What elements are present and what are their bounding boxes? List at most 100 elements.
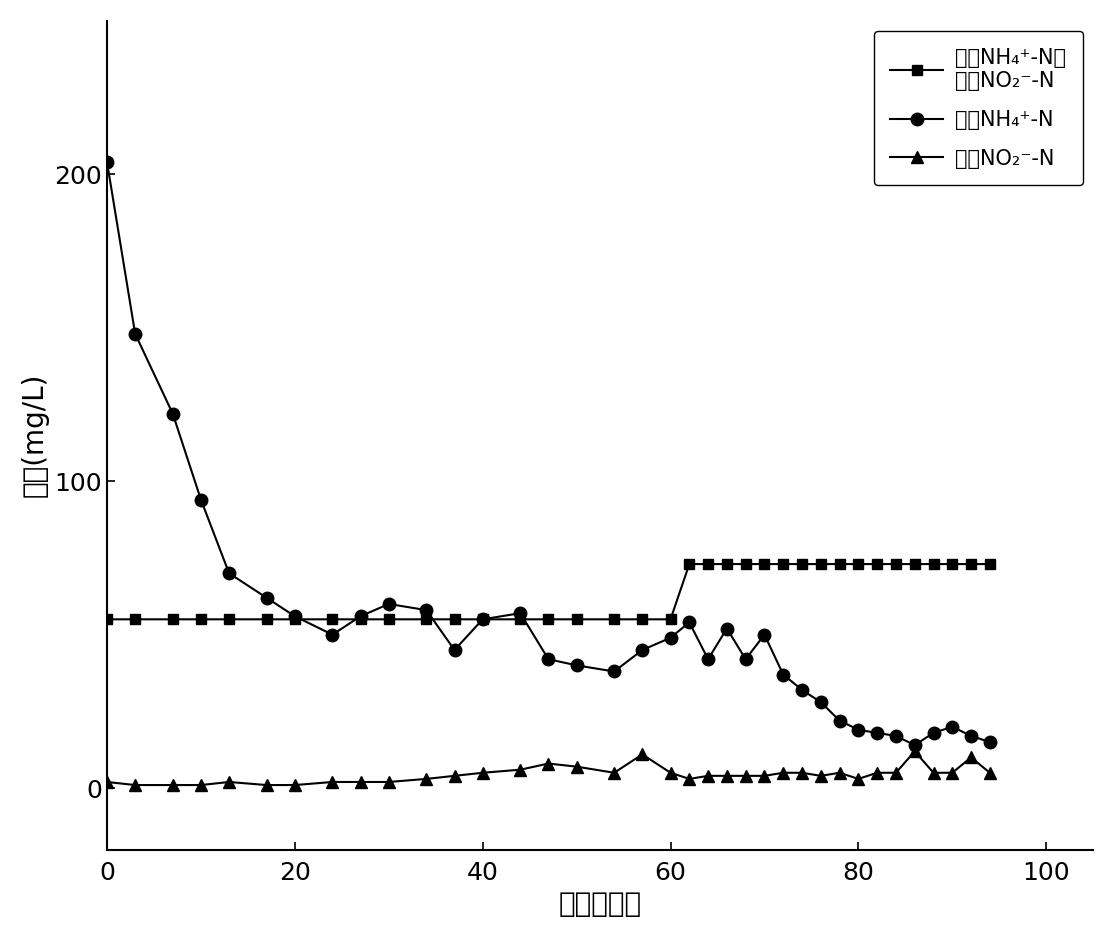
- 进水NH₄⁺-N；
进水NO₂⁻-N: [382, 614, 395, 625]
- 出水NO₂⁻-N: [965, 752, 978, 763]
- 出水NO₂⁻-N: [607, 767, 620, 778]
- 进水NH₄⁺-N；
进水NO₂⁻-N: [194, 614, 207, 625]
- 进水NH₄⁺-N；
进水NO₂⁻-N: [908, 559, 921, 570]
- 出水NO₂⁻-N: [128, 779, 141, 791]
- 进水NH₄⁺-N；
进水NO₂⁻-N: [541, 614, 555, 625]
- 出水NO₂⁻-N: [908, 746, 921, 757]
- 出水NO₂⁻-N: [260, 779, 273, 791]
- 出水NO₂⁻-N: [570, 761, 584, 772]
- 出水NO₂⁻-N: [870, 767, 883, 778]
- 出水NO₂⁻-N: [325, 777, 339, 788]
- 进水NH₄⁺-N；
进水NO₂⁻-N: [128, 614, 141, 625]
- Y-axis label: 浓度(mg/L): 浓度(mg/L): [21, 373, 49, 498]
- Line: 出水NO₂⁻-N: 出水NO₂⁻-N: [100, 745, 996, 792]
- 进水NH₄⁺-N；
进水NO₂⁻-N: [720, 559, 733, 570]
- 出水NO₂⁻-N: [382, 777, 395, 788]
- 进水NH₄⁺-N；
进水NO₂⁻-N: [664, 614, 677, 625]
- 进水NH₄⁺-N；
进水NO₂⁻-N: [758, 559, 771, 570]
- 出水NH₄⁺-N: [795, 685, 809, 696]
- 进水NH₄⁺-N；
进水NO₂⁻-N: [776, 559, 790, 570]
- 进水NH₄⁺-N；
进水NO₂⁻-N: [223, 614, 236, 625]
- 进水NH₄⁺-N；
进水NO₂⁻-N: [946, 559, 959, 570]
- 出水NH₄⁺-N: [636, 644, 649, 655]
- 出水NO₂⁻-N: [852, 774, 866, 785]
- 出水NO₂⁻-N: [889, 767, 902, 778]
- 出水NO₂⁻-N: [223, 777, 236, 788]
- 进水NH₄⁺-N；
进水NO₂⁻-N: [514, 614, 527, 625]
- 出水NO₂⁻-N: [776, 767, 790, 778]
- 出水NH₄⁺-N: [260, 593, 273, 604]
- 出水NH₄⁺-N: [223, 568, 236, 579]
- 出水NH₄⁺-N: [870, 727, 883, 738]
- 出水NH₄⁺-N: [514, 608, 527, 619]
- 进水NH₄⁺-N；
进水NO₂⁻-N: [476, 614, 489, 625]
- 出水NH₄⁺-N: [570, 660, 584, 671]
- 进水NH₄⁺-N；
进水NO₂⁻-N: [814, 559, 828, 570]
- 进水NH₄⁺-N；
进水NO₂⁻-N: [889, 559, 902, 570]
- 进水NH₄⁺-N；
进水NO₂⁻-N: [852, 559, 866, 570]
- 出水NH₄⁺-N: [382, 598, 395, 609]
- 出水NH₄⁺-N: [325, 629, 339, 640]
- 出水NH₄⁺-N: [166, 408, 179, 420]
- 进水NH₄⁺-N；
进水NO₂⁻-N: [795, 559, 809, 570]
- 进水NH₄⁺-N；
进水NO₂⁻-N: [927, 559, 940, 570]
- 出水NO₂⁻-N: [795, 767, 809, 778]
- 出水NH₄⁺-N: [927, 727, 940, 738]
- X-axis label: 时间（天）: 时间（天）: [558, 890, 642, 918]
- 出水NH₄⁺-N: [541, 654, 555, 665]
- 出水NO₂⁻-N: [541, 758, 555, 769]
- 出水NO₂⁻-N: [927, 767, 940, 778]
- 出水NO₂⁻-N: [354, 777, 368, 788]
- 出水NO₂⁻-N: [758, 770, 771, 781]
- 出水NH₄⁺-N: [889, 731, 902, 742]
- 出水NH₄⁺-N: [739, 654, 752, 665]
- 进水NH₄⁺-N；
进水NO₂⁻-N: [354, 614, 368, 625]
- 进水NH₄⁺-N；
进水NO₂⁻-N: [100, 614, 114, 625]
- 进水NH₄⁺-N；
进水NO₂⁻-N: [636, 614, 649, 625]
- 出水NH₄⁺-N: [289, 610, 302, 622]
- 出水NH₄⁺-N: [100, 157, 114, 168]
- 进水NH₄⁺-N；
进水NO₂⁻-N: [870, 559, 883, 570]
- Legend: 进水NH₄⁺-N；
进水NO₂⁻-N, 出水NH₄⁺-N, 出水NO₂⁻-N: 进水NH₄⁺-N； 进水NO₂⁻-N, 出水NH₄⁺-N, 出水NO₂⁻-N: [873, 31, 1083, 185]
- 出水NH₄⁺-N: [833, 715, 847, 726]
- 出水NO₂⁻-N: [720, 770, 733, 781]
- 出水NO₂⁻-N: [476, 767, 489, 778]
- 进水NH₄⁺-N；
进水NO₂⁻-N: [448, 614, 461, 625]
- 出水NO₂⁻-N: [814, 770, 828, 781]
- Line: 出水NH₄⁺-N: 出水NH₄⁺-N: [100, 156, 996, 751]
- 进水NH₄⁺-N；
进水NO₂⁻-N: [965, 559, 978, 570]
- 出水NO₂⁻-N: [664, 767, 677, 778]
- Line: 进水NH₄⁺-N；
进水NO₂⁻-N: 进水NH₄⁺-N； 进水NO₂⁻-N: [102, 560, 995, 624]
- 出水NH₄⁺-N: [720, 623, 733, 634]
- 进水NH₄⁺-N；
进水NO₂⁻-N: [420, 614, 433, 625]
- 进水NH₄⁺-N；
进水NO₂⁻-N: [683, 559, 696, 570]
- 出水NH₄⁺-N: [607, 666, 620, 677]
- 出水NO₂⁻-N: [166, 779, 179, 791]
- 进水NH₄⁺-N；
进水NO₂⁻-N: [570, 614, 584, 625]
- 出水NO₂⁻-N: [636, 748, 649, 760]
- 出水NO₂⁻-N: [289, 779, 302, 791]
- 出水NH₄⁺-N: [946, 721, 959, 732]
- 出水NH₄⁺-N: [354, 610, 368, 622]
- 进水NH₄⁺-N；
进水NO₂⁻-N: [702, 559, 715, 570]
- 出水NH₄⁺-N: [965, 731, 978, 742]
- 进水NH₄⁺-N；
进水NO₂⁻-N: [833, 559, 847, 570]
- 出水NH₄⁺-N: [194, 494, 207, 505]
- 出水NO₂⁻-N: [514, 764, 527, 776]
- 出水NH₄⁺-N: [758, 629, 771, 640]
- 出水NO₂⁻-N: [946, 767, 959, 778]
- 进水NH₄⁺-N；
进水NO₂⁻-N: [166, 614, 179, 625]
- 出水NH₄⁺-N: [128, 329, 141, 340]
- 出水NH₄⁺-N: [420, 605, 433, 616]
- 出水NH₄⁺-N: [852, 724, 866, 735]
- 进水NH₄⁺-N；
进水NO₂⁻-N: [984, 559, 997, 570]
- 出水NO₂⁻-N: [448, 770, 461, 781]
- 进水NH₄⁺-N；
进水NO₂⁻-N: [607, 614, 620, 625]
- 出水NH₄⁺-N: [776, 669, 790, 680]
- 出水NO₂⁻-N: [420, 774, 433, 785]
- 进水NH₄⁺-N；
进水NO₂⁻-N: [289, 614, 302, 625]
- 出水NO₂⁻-N: [984, 767, 997, 778]
- 进水NH₄⁺-N；
进水NO₂⁻-N: [260, 614, 273, 625]
- 出水NH₄⁺-N: [702, 654, 715, 665]
- 出水NH₄⁺-N: [664, 632, 677, 643]
